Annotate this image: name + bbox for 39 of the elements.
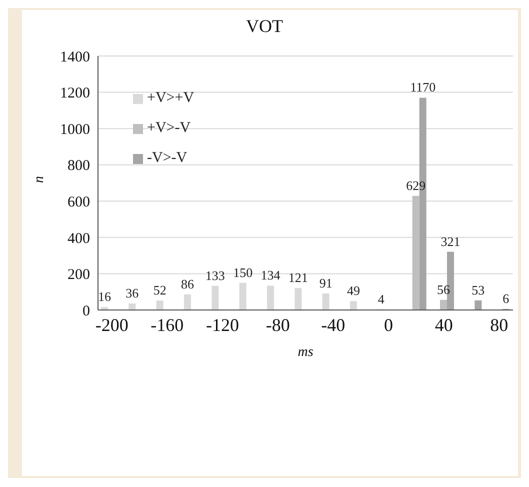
x-tick-label: 0 [384,314,393,335]
data-label: 321 [440,234,460,249]
y-tick-label: 600 [68,194,90,210]
chart-title: VOT [245,16,284,37]
y-tick-label: 1000 [60,122,90,138]
data-label: 36 [126,285,140,300]
data-label: 91 [319,275,332,290]
x-tick-label: -160 [150,314,184,335]
data-label: 86 [181,276,194,292]
y-tick-label: 0 [82,303,90,320]
x-tick-label: -120 [206,314,239,335]
y-tick-label: 1400 [60,49,90,66]
data-label: 133 [205,268,225,283]
data-label: 150 [233,264,253,280]
legend-label: -V>-V [147,150,188,166]
y-tick-label: 1200 [60,86,90,102]
y-tick-label: 800 [68,158,90,174]
data-label: 52 [153,282,166,298]
data-label: 629 [406,178,426,193]
x-tick-label: 80 [490,314,508,335]
x-tick-label: -80 [266,314,290,335]
data-label: 49 [347,283,360,298]
y-axis-title: n [32,176,47,183]
x-axis-title: ms [298,345,314,360]
y-tick-label: 400 [68,230,90,247]
x-tick-label: -200 [95,314,128,335]
data-label: 134 [260,268,281,283]
legend-label: +V>+V [147,90,194,106]
x-tick-label: -40 [321,314,346,335]
data-label: 1170 [410,80,436,95]
data-label: 6 [502,290,510,306]
legend-label: +V>-V [147,120,191,136]
data-label: 121 [288,270,308,286]
data-label: 16 [98,289,112,304]
x-tick-label: 40 [434,314,453,335]
data-label: 53 [472,282,485,298]
y-tick-label: 200 [68,267,90,284]
data-label: 56 [437,282,450,297]
data-label: 4 [378,291,385,306]
